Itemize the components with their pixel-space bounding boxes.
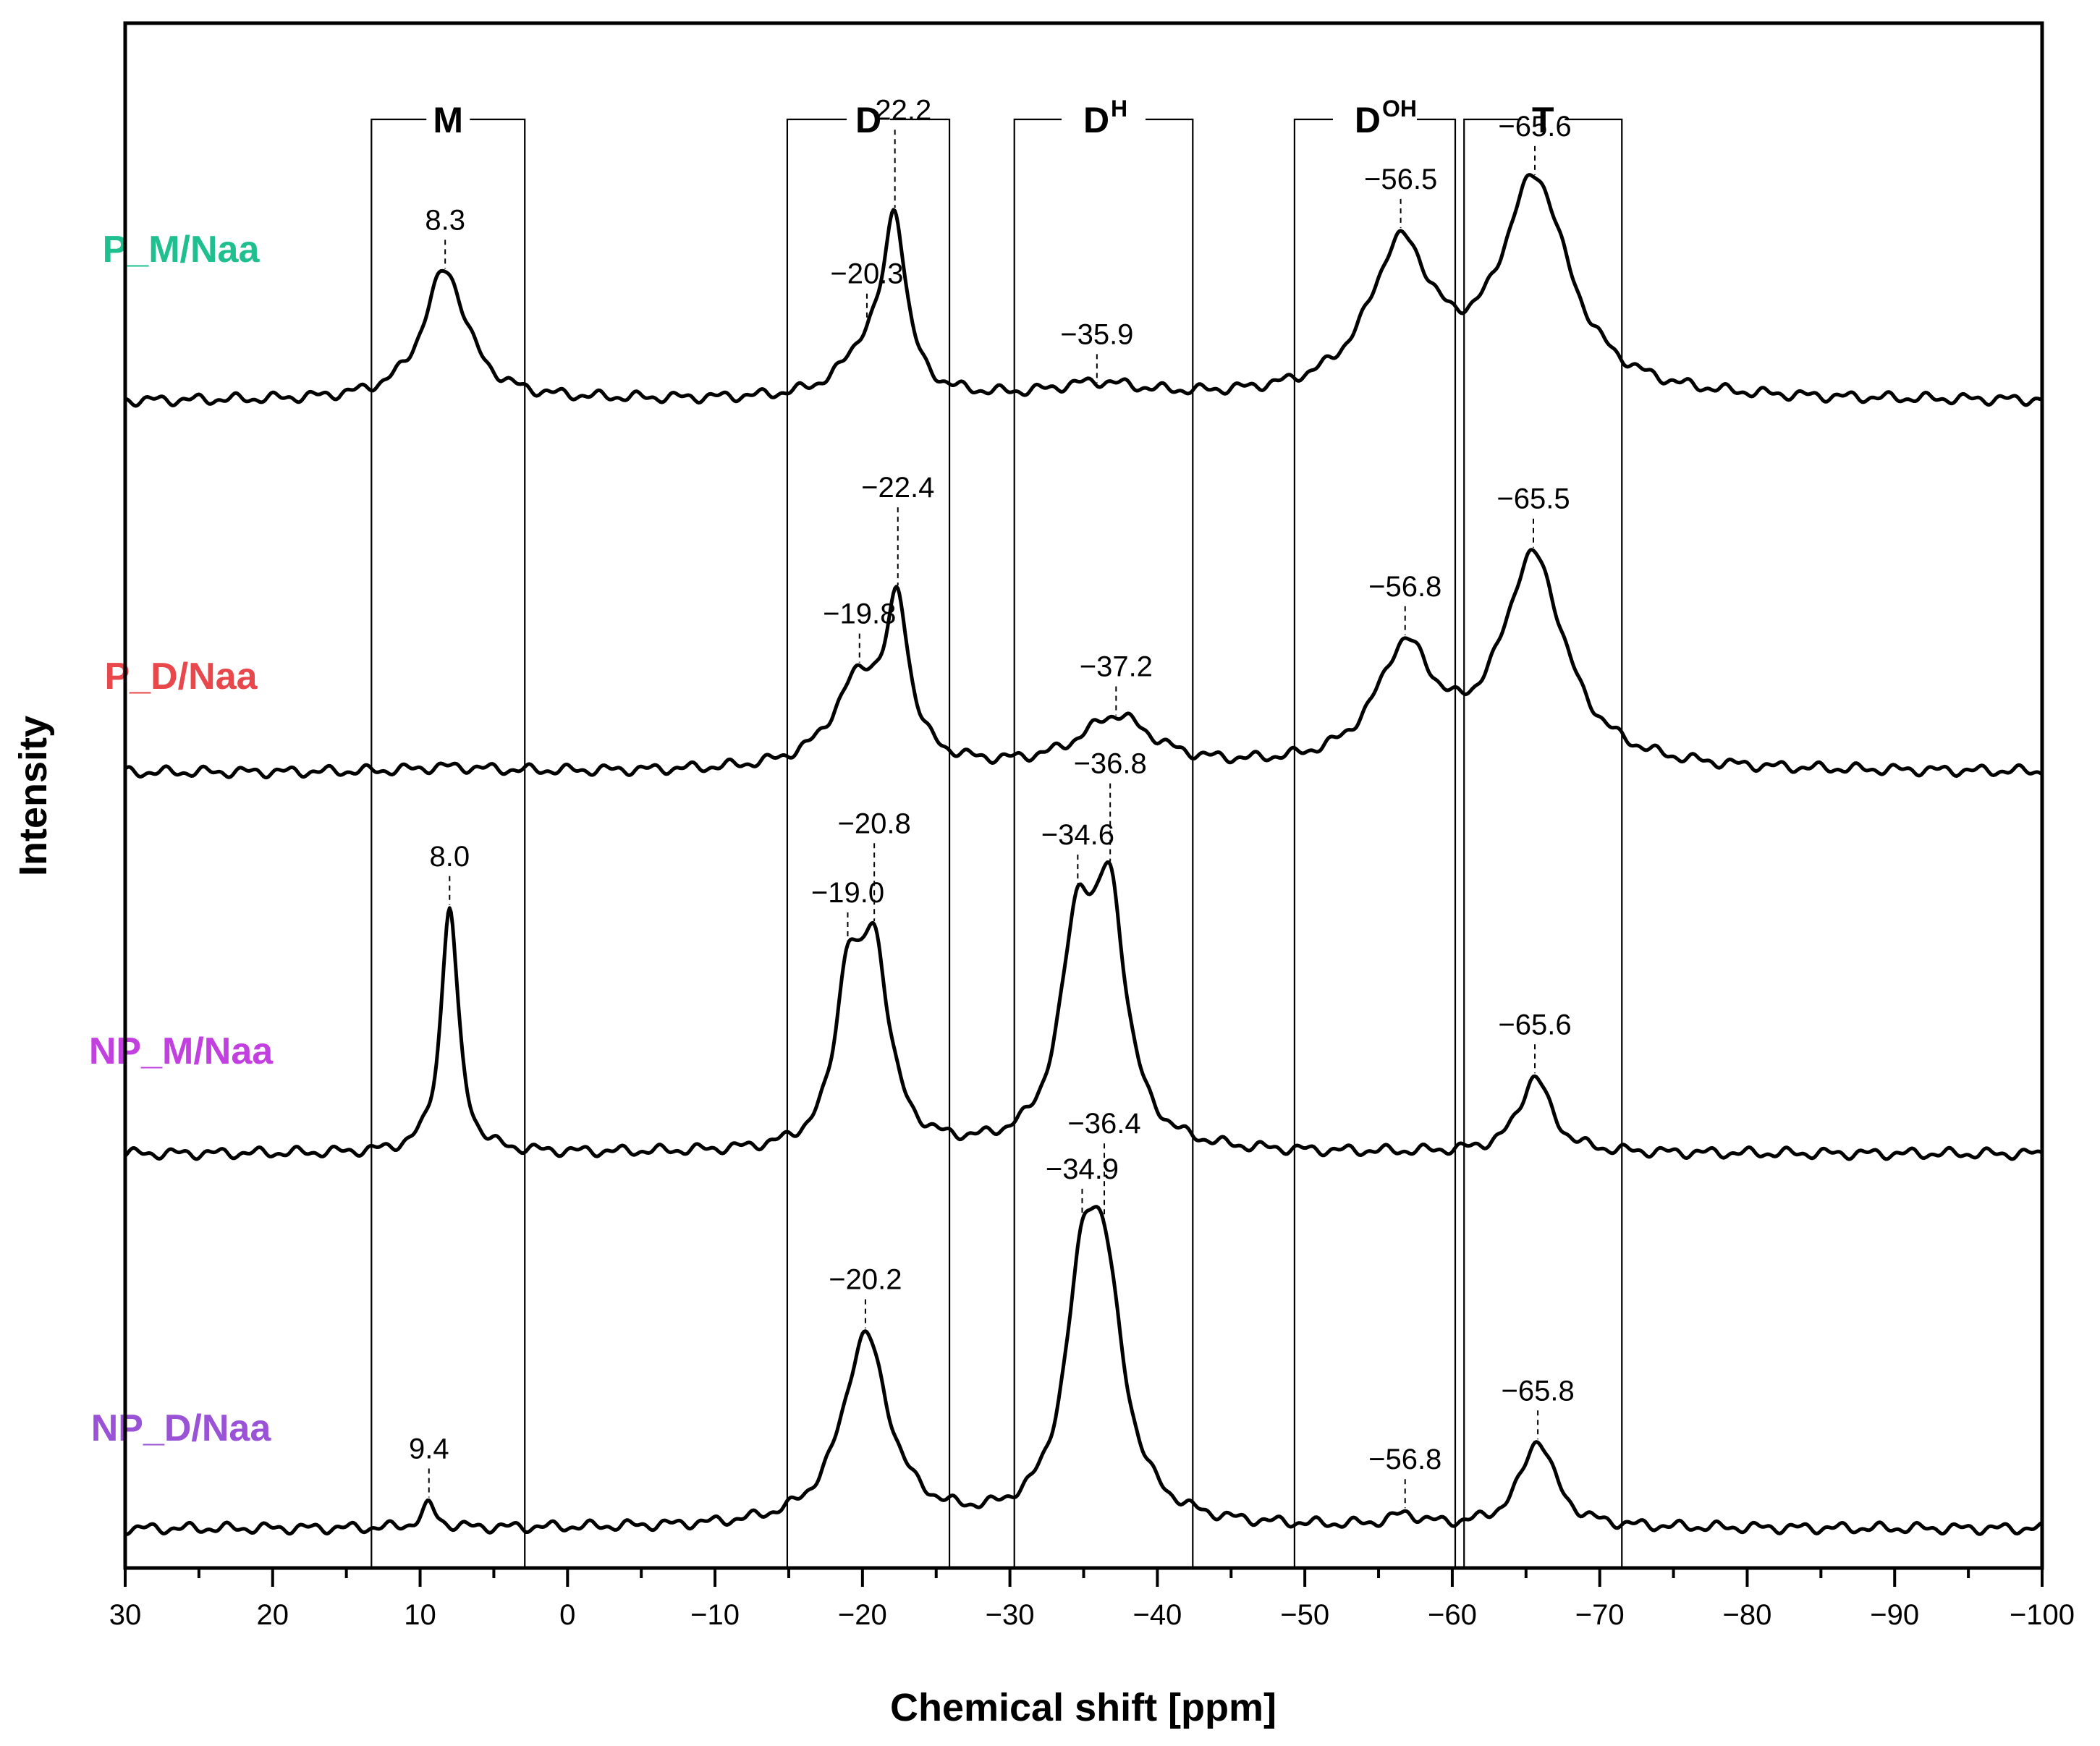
x-tick-label: −30: [986, 1599, 1035, 1631]
x-tick-label: −100: [2010, 1599, 2075, 1631]
peak-label: −65.5: [1496, 483, 1570, 515]
peak-label: −56.8: [1368, 1444, 1441, 1475]
peak-label: −65.6: [1498, 111, 1571, 143]
peak-label: −22.2: [858, 94, 931, 126]
series-label: P_M/Naa: [103, 229, 261, 271]
peak-label: −65.6: [1498, 1009, 1571, 1041]
peak-label: −37.2: [1080, 651, 1153, 683]
region-label: D: [1355, 100, 1381, 140]
peak-label: −56.8: [1368, 571, 1441, 603]
peak-label: −19.8: [823, 598, 896, 630]
region-box: [1013, 118, 1194, 1568]
region-label-superscript: H: [1111, 96, 1127, 122]
spectrum-line: [124, 1205, 2043, 1536]
peak-label: −56.5: [1364, 164, 1437, 195]
spectrum-line: [124, 173, 2043, 408]
x-tick-label: −80: [1723, 1599, 1772, 1631]
peak-label: −19.0: [811, 877, 884, 909]
peak-label: −22.4: [861, 472, 934, 504]
peak-label: −20.8: [838, 808, 911, 839]
region-label: M: [433, 100, 463, 140]
plot-frame: [123, 21, 2044, 1570]
region-box: [1463, 118, 1623, 1568]
x-tick-label: −50: [1280, 1599, 1329, 1631]
x-tick-label: −60: [1428, 1599, 1477, 1631]
x-tick-label: 30: [109, 1599, 142, 1631]
series-label: P_D/Naa: [105, 656, 258, 698]
region-boxes: M D D H D OH T: [371, 96, 1623, 1568]
x-tick-label: 10: [404, 1599, 436, 1631]
peak-label: −36.4: [1067, 1108, 1140, 1140]
peak-label: 8.3: [425, 204, 465, 236]
x-tick-label: 20: [257, 1599, 289, 1631]
peak-label: −34.6: [1041, 819, 1114, 851]
peak-label: −34.9: [1046, 1153, 1119, 1185]
peak-label: −65.8: [1501, 1375, 1574, 1407]
region-label: T: [1532, 100, 1554, 140]
region-label-superscript: OH: [1382, 96, 1417, 122]
series-label: NP_D/Naa: [91, 1407, 272, 1449]
spectrum-line: [124, 548, 2044, 780]
x-tick-label: −40: [1132, 1599, 1182, 1631]
series-label: NP_M/Naa: [89, 1030, 274, 1072]
peak-label: 8.0: [429, 841, 470, 873]
region-box: [371, 118, 526, 1568]
x-axis-title: Chemical shift [ppm]: [890, 1686, 1276, 1729]
region-label: D: [855, 100, 881, 140]
peak-label: −20.2: [829, 1264, 902, 1296]
peak-label: 9.4: [409, 1433, 449, 1465]
x-tick-label: −10: [690, 1599, 740, 1631]
region-box: [1293, 118, 1457, 1568]
x-tick-label: −90: [1870, 1599, 1919, 1631]
peak-label: −35.9: [1060, 318, 1133, 350]
x-axis-ticks: 30 20 10 0 −10 −20 −30 −40 −50 −60 −70 −80 −90 −100: [109, 1568, 2075, 1631]
x-tick-label: −70: [1575, 1599, 1625, 1631]
y-axis-title: Intensity: [12, 716, 55, 876]
x-tick-label: 0: [559, 1599, 575, 1631]
region-label: D: [1083, 100, 1109, 140]
peak-label: −20.3: [830, 258, 903, 290]
spectrum-line: [124, 860, 2044, 1161]
region-box: [786, 118, 951, 1568]
x-tick-label: −20: [838, 1599, 887, 1631]
spectra: P_M/Naa P_D/Naa NP_M/Naa NP_D/Naa: [89, 173, 2044, 1536]
peak-labels: 8.3 −20.3 −22.2 −35.9 −56.5 −65.6 −19.8 −22.4 −3…: [409, 94, 1575, 1509]
peak-label: −36.8: [1074, 748, 1147, 780]
